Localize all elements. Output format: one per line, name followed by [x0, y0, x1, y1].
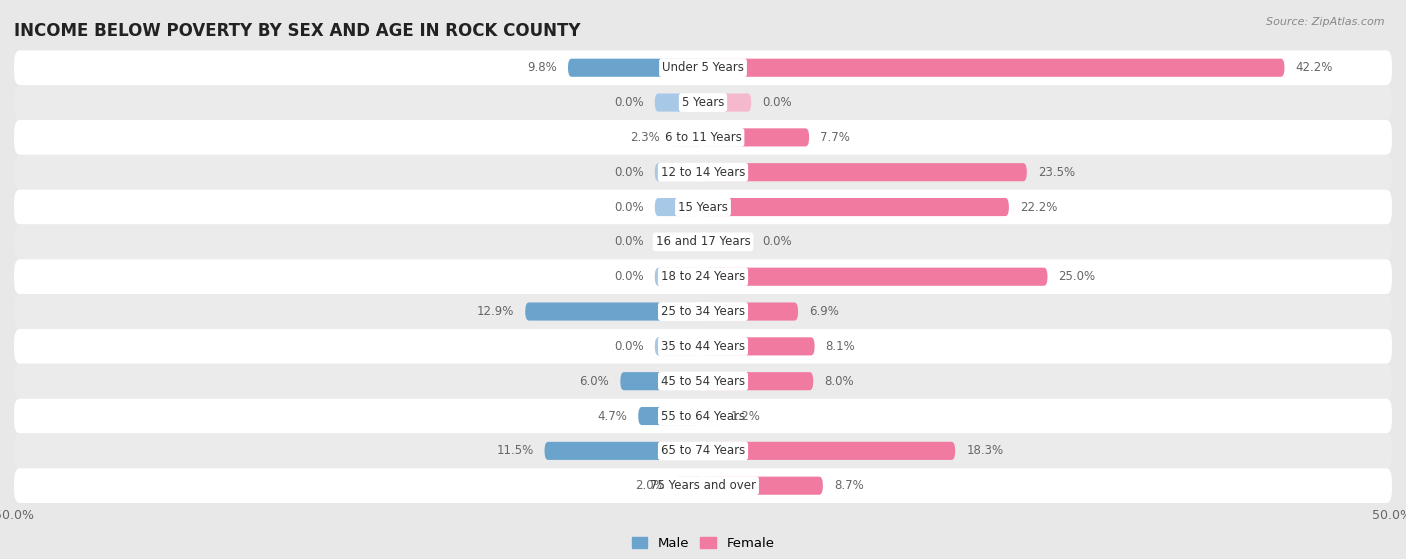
Text: 18 to 24 Years: 18 to 24 Years — [661, 270, 745, 283]
Text: 16 and 17 Years: 16 and 17 Years — [655, 235, 751, 248]
Text: 5 Years: 5 Years — [682, 96, 724, 109]
FancyBboxPatch shape — [14, 399, 1392, 433]
Text: 55 to 64 Years: 55 to 64 Years — [661, 410, 745, 423]
Text: 45 to 54 Years: 45 to 54 Years — [661, 375, 745, 388]
Text: 75 Years and over: 75 Years and over — [650, 479, 756, 492]
Text: 23.5%: 23.5% — [1038, 165, 1076, 179]
FancyBboxPatch shape — [14, 85, 1392, 120]
FancyBboxPatch shape — [655, 337, 703, 356]
Text: 4.7%: 4.7% — [598, 410, 627, 423]
FancyBboxPatch shape — [14, 329, 1392, 364]
Text: 35 to 44 Years: 35 to 44 Years — [661, 340, 745, 353]
Text: 6.9%: 6.9% — [808, 305, 839, 318]
FancyBboxPatch shape — [14, 468, 1392, 503]
Legend: Male, Female: Male, Female — [626, 532, 780, 555]
FancyBboxPatch shape — [655, 93, 703, 112]
Text: 0.0%: 0.0% — [762, 96, 792, 109]
Text: 12 to 14 Years: 12 to 14 Years — [661, 165, 745, 179]
Text: 2.3%: 2.3% — [630, 131, 661, 144]
Text: 0.0%: 0.0% — [614, 201, 644, 214]
FancyBboxPatch shape — [655, 198, 703, 216]
Text: 0.0%: 0.0% — [614, 340, 644, 353]
FancyBboxPatch shape — [14, 120, 1392, 155]
Text: 9.8%: 9.8% — [527, 61, 557, 74]
Text: 22.2%: 22.2% — [1019, 201, 1057, 214]
FancyBboxPatch shape — [14, 190, 1392, 225]
Text: 25 to 34 Years: 25 to 34 Years — [661, 305, 745, 318]
FancyBboxPatch shape — [655, 233, 703, 251]
FancyBboxPatch shape — [14, 294, 1392, 329]
FancyBboxPatch shape — [703, 442, 955, 460]
Text: 15 Years: 15 Years — [678, 201, 728, 214]
FancyBboxPatch shape — [675, 477, 703, 495]
FancyBboxPatch shape — [703, 372, 813, 390]
FancyBboxPatch shape — [568, 59, 703, 77]
Text: 0.0%: 0.0% — [614, 270, 644, 283]
Text: 8.7%: 8.7% — [834, 479, 863, 492]
FancyBboxPatch shape — [14, 364, 1392, 399]
Text: Under 5 Years: Under 5 Years — [662, 61, 744, 74]
FancyBboxPatch shape — [14, 50, 1392, 85]
FancyBboxPatch shape — [14, 433, 1392, 468]
FancyBboxPatch shape — [703, 59, 1285, 77]
Text: 8.0%: 8.0% — [824, 375, 853, 388]
Text: 1.2%: 1.2% — [731, 410, 761, 423]
Text: 18.3%: 18.3% — [966, 444, 1004, 457]
FancyBboxPatch shape — [620, 372, 703, 390]
Text: 65 to 74 Years: 65 to 74 Years — [661, 444, 745, 457]
FancyBboxPatch shape — [14, 155, 1392, 190]
FancyBboxPatch shape — [703, 302, 799, 321]
FancyBboxPatch shape — [703, 337, 814, 356]
FancyBboxPatch shape — [655, 268, 703, 286]
Text: 8.1%: 8.1% — [825, 340, 855, 353]
FancyBboxPatch shape — [703, 93, 751, 112]
FancyBboxPatch shape — [703, 407, 720, 425]
FancyBboxPatch shape — [703, 477, 823, 495]
FancyBboxPatch shape — [703, 268, 1047, 286]
FancyBboxPatch shape — [544, 442, 703, 460]
Text: 25.0%: 25.0% — [1059, 270, 1095, 283]
Text: 6.0%: 6.0% — [579, 375, 609, 388]
Text: 2.0%: 2.0% — [634, 479, 665, 492]
FancyBboxPatch shape — [638, 407, 703, 425]
FancyBboxPatch shape — [703, 163, 1026, 181]
Text: 0.0%: 0.0% — [614, 165, 644, 179]
FancyBboxPatch shape — [703, 198, 1010, 216]
Text: Source: ZipAtlas.com: Source: ZipAtlas.com — [1267, 17, 1385, 27]
Text: 12.9%: 12.9% — [477, 305, 515, 318]
Text: 0.0%: 0.0% — [614, 96, 644, 109]
Text: 11.5%: 11.5% — [496, 444, 533, 457]
Text: 42.2%: 42.2% — [1295, 61, 1333, 74]
FancyBboxPatch shape — [655, 163, 703, 181]
FancyBboxPatch shape — [14, 225, 1392, 259]
FancyBboxPatch shape — [526, 302, 703, 321]
FancyBboxPatch shape — [703, 233, 751, 251]
Text: INCOME BELOW POVERTY BY SEX AND AGE IN ROCK COUNTY: INCOME BELOW POVERTY BY SEX AND AGE IN R… — [14, 22, 581, 40]
Text: 0.0%: 0.0% — [614, 235, 644, 248]
Text: 7.7%: 7.7% — [820, 131, 851, 144]
FancyBboxPatch shape — [671, 129, 703, 146]
Text: 0.0%: 0.0% — [762, 235, 792, 248]
FancyBboxPatch shape — [703, 129, 808, 146]
Text: 6 to 11 Years: 6 to 11 Years — [665, 131, 741, 144]
FancyBboxPatch shape — [14, 259, 1392, 294]
